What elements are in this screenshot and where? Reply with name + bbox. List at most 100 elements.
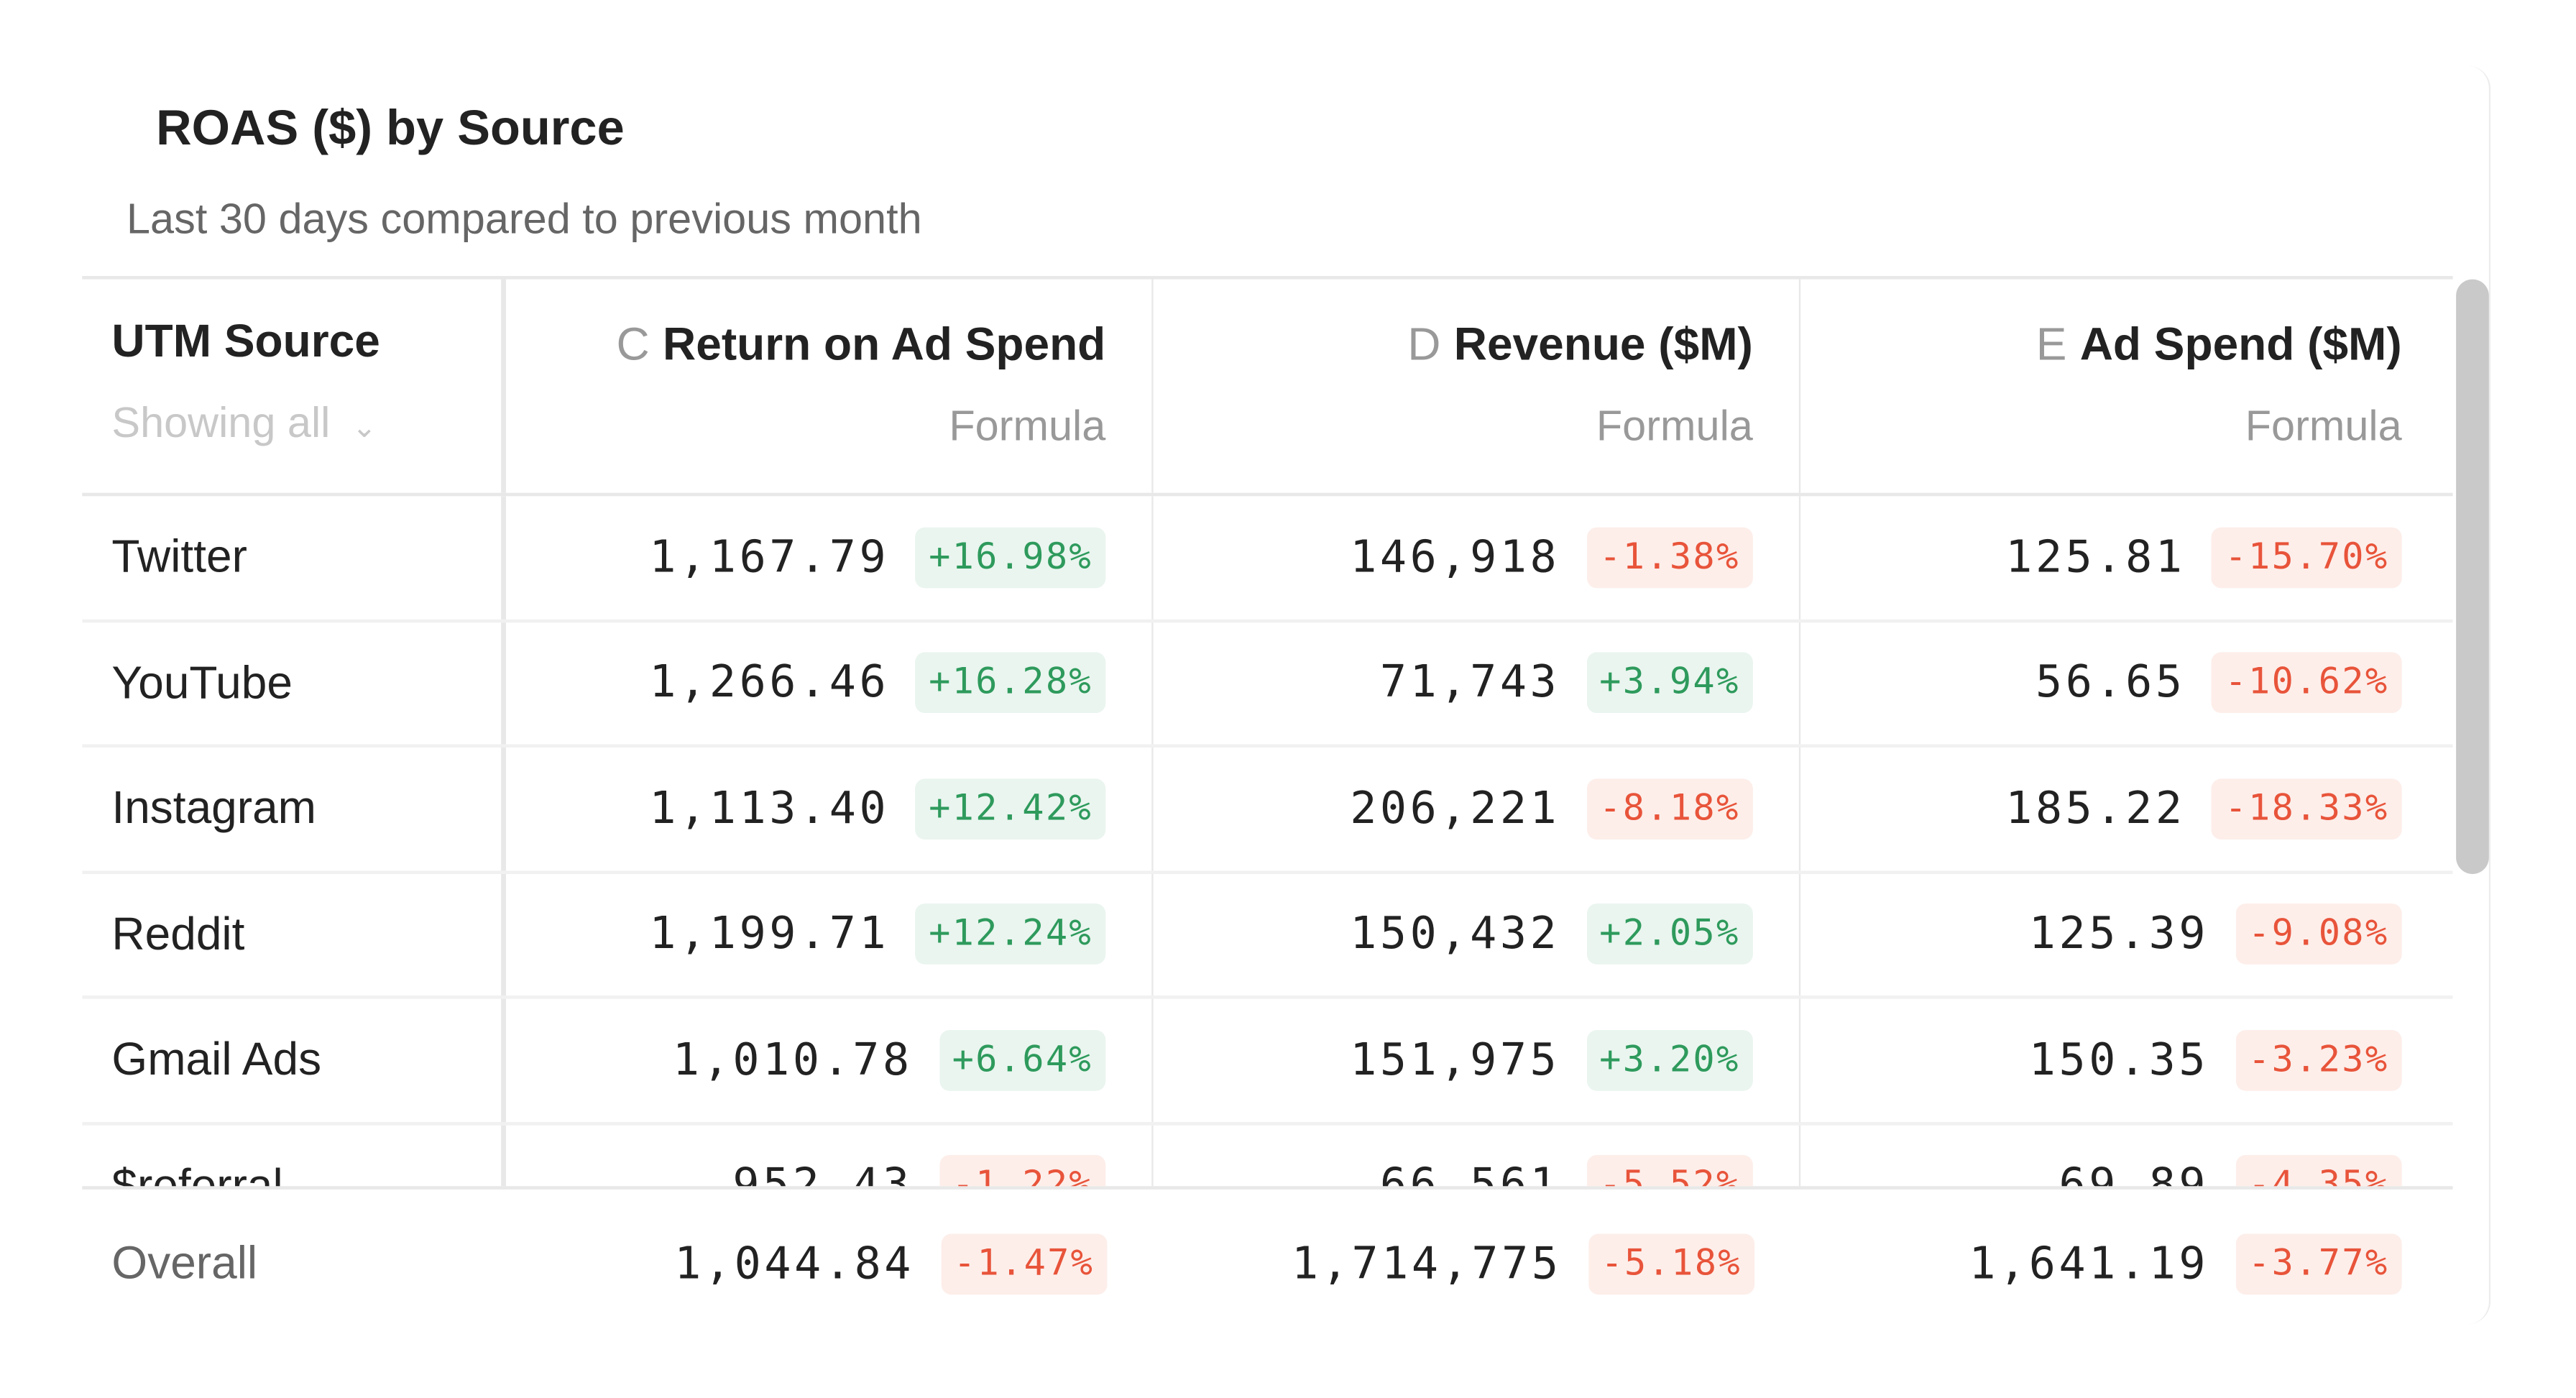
change-badge: -3.23% xyxy=(2235,1029,2402,1091)
value: 952.43 xyxy=(732,1160,913,1187)
table-row[interactable]: Reddit 1,199.71 +12.24% 150,432 +2.05% 125.39… xyxy=(82,873,2453,999)
card-subtitle: Last 30 days compared to previous month xyxy=(126,193,922,244)
roas-cell: 1,010.78 +6.64% xyxy=(506,998,1154,1121)
value: 1,167.79 xyxy=(649,531,890,583)
revenue-cell: 146,918 -1.38% xyxy=(1154,496,1801,619)
roas-cell: 1,199.71 +12.24% xyxy=(506,873,1154,996)
ad-spend-cell: 125.39 -9.08% xyxy=(1800,873,2448,995)
change-badge: +12.42% xyxy=(915,778,1106,840)
roas-cell: 1,266.46 +16.28% xyxy=(506,622,1154,745)
column-title: Return on Ad Spend xyxy=(663,318,1106,370)
table-row[interactable]: Gmail Ads 1,010.78 +6.64% 151,975 +3.20% 150.… xyxy=(82,998,2453,1125)
revenue-cell: 151,975 +3.20% xyxy=(1154,998,1801,1121)
overall-roas: 1,044.84 xyxy=(674,1238,915,1289)
source-name: Gmail Ads xyxy=(111,1034,322,1085)
column-title: UTM Source xyxy=(111,315,380,367)
source-name: YouTube xyxy=(111,656,293,708)
value: 1,113.40 xyxy=(649,783,890,834)
table-row[interactable]: YouTube 1,266.46 +16.28% 71,743 +3.94% 56.65-… xyxy=(82,622,2453,748)
source-cell: Gmail Ads xyxy=(82,998,506,1121)
overall-ad-spend: 1,641.19 xyxy=(1969,1238,2209,1289)
source-cell: Reddit xyxy=(82,873,506,996)
source-name: Reddit xyxy=(111,908,245,960)
value: 150.35 xyxy=(2028,1034,2209,1086)
header-revenue[interactable]: D Revenue ($M) Formula xyxy=(1154,279,1801,493)
table-row[interactable]: Instagram 1,113.40 +12.42% 206,221 -8.18% 185… xyxy=(82,747,2453,873)
source-name: Twitter xyxy=(111,530,247,582)
column-title: Ad Spend ($M) xyxy=(2079,318,2402,370)
roas-cell: 1,167.79 +16.98% xyxy=(506,496,1154,619)
table-row[interactable]: $referral 952.43 -1.22% 66,561 -5.52% 69.89 -4… xyxy=(82,1124,2452,1187)
header-utm-source[interactable]: UTM Source Showing all ⌄ xyxy=(82,279,506,493)
roas-card: ROAS ($) by Source Last 30 days compared… xyxy=(82,65,2491,1325)
value: 71,743 xyxy=(1379,657,1560,709)
column-type: Formula xyxy=(2245,400,2402,451)
change-badge: -15.70% xyxy=(2212,527,2402,588)
column-type: Formula xyxy=(949,400,1106,451)
revenue-cell: 206,221 -8.18% xyxy=(1154,747,1801,870)
change-badge: -9.08% xyxy=(2235,903,2402,965)
revenue-cell: 150,432 +2.05% xyxy=(1154,873,1801,996)
value: 66,561 xyxy=(1379,1160,1560,1187)
change-badge: -8.18% xyxy=(1586,778,1753,840)
filter-label: Showing all xyxy=(111,397,331,447)
change-badge: -5.52% xyxy=(1586,1155,1753,1187)
value: 1,010.78 xyxy=(672,1034,913,1086)
column-letter: E xyxy=(2036,318,2067,370)
ad-spend-cell: 125.81 -15.70% xyxy=(1800,496,2448,618)
roas-cell: 1,113.40 +12.42% xyxy=(506,747,1154,870)
source-cell: YouTube xyxy=(82,622,506,745)
scrollbar-thumb[interactable] xyxy=(2456,279,2489,874)
source-cell: Instagram xyxy=(82,747,506,870)
card-title: ROAS ($) by Source xyxy=(156,101,625,157)
change-badge: +3.94% xyxy=(1586,652,1753,714)
revenue-cell: 66,561 -5.52% xyxy=(1154,1124,1801,1187)
source-name: $referral xyxy=(111,1159,283,1187)
header-roas[interactable]: C Return on Ad Spend Formula xyxy=(506,279,1154,493)
value: 146,918 xyxy=(1350,531,1560,583)
data-table: UTM Source Showing all ⌄ C Return on Ad S… xyxy=(82,275,2453,1338)
value: 185.22 xyxy=(2005,783,2186,834)
source-cell: $referral xyxy=(82,1124,506,1187)
value: 125.39 xyxy=(2028,909,2209,960)
source-name: Instagram xyxy=(111,782,316,834)
value: 1,199.71 xyxy=(649,909,890,960)
overall-label: Overall xyxy=(111,1237,258,1288)
change-badge: +16.98% xyxy=(915,527,1106,588)
change-badge: +3.20% xyxy=(1586,1029,1753,1091)
value: 69.89 xyxy=(2058,1160,2209,1187)
change-badge: +2.05% xyxy=(1586,903,1753,965)
overall-revenue: 1,714,775 xyxy=(1292,1238,1562,1289)
revenue-cell: 71,743 +3.94% xyxy=(1154,622,1801,745)
overall-row: Overall 1,044.84 -1.47% 1,714,775 -5.18% 1… xyxy=(82,1186,2453,1337)
change-badge: -4.35% xyxy=(2235,1155,2402,1187)
change-badge: +16.28% xyxy=(915,652,1106,714)
value: 125.81 xyxy=(2005,531,2186,583)
column-letter: C xyxy=(616,318,650,370)
column-title: Revenue ($M) xyxy=(1453,318,1753,370)
chevron-down-icon: ⌄ xyxy=(351,410,377,444)
table-row[interactable]: Twitter 1,167.79 +16.98% 146,918 -1.38% 125.8… xyxy=(82,496,2453,622)
roas-cell: 952.43 -1.22% xyxy=(506,1124,1154,1187)
table-header: UTM Source Showing all ⌄ C Return on Ad S… xyxy=(82,275,2453,497)
ad-spend-cell: 56.65 -10.62% xyxy=(1800,622,2448,744)
filter-dropdown[interactable]: Showing all ⌄ xyxy=(111,397,501,449)
change-badge: +6.64% xyxy=(939,1029,1106,1091)
change-badge: -1.22% xyxy=(939,1155,1106,1187)
header-ad-spend[interactable]: E Ad Spend ($M) Formula xyxy=(1800,280,2448,493)
change-badge: -1.38% xyxy=(1586,527,1753,588)
ad-spend-cell: 150.35 -3.23% xyxy=(1800,999,2448,1121)
ad-spend-cell: 185.22 -18.33% xyxy=(1800,748,2448,870)
change-badge: -18.33% xyxy=(2212,778,2402,840)
column-type: Formula xyxy=(1596,400,1753,451)
value: 150,432 xyxy=(1350,909,1560,960)
value: 151,975 xyxy=(1350,1034,1560,1086)
change-badge: -3.77% xyxy=(2235,1233,2402,1294)
change-badge: -1.47% xyxy=(940,1233,1108,1294)
table-body[interactable]: Twitter 1,167.79 +16.98% 146,918 -1.38% 125.8… xyxy=(82,496,2453,1187)
ad-spend-cell: 69.89 -4.35% xyxy=(1800,1125,2448,1187)
source-cell: Twitter xyxy=(82,496,506,619)
change-badge: -10.62% xyxy=(2212,652,2402,714)
column-letter: D xyxy=(1407,318,1441,370)
